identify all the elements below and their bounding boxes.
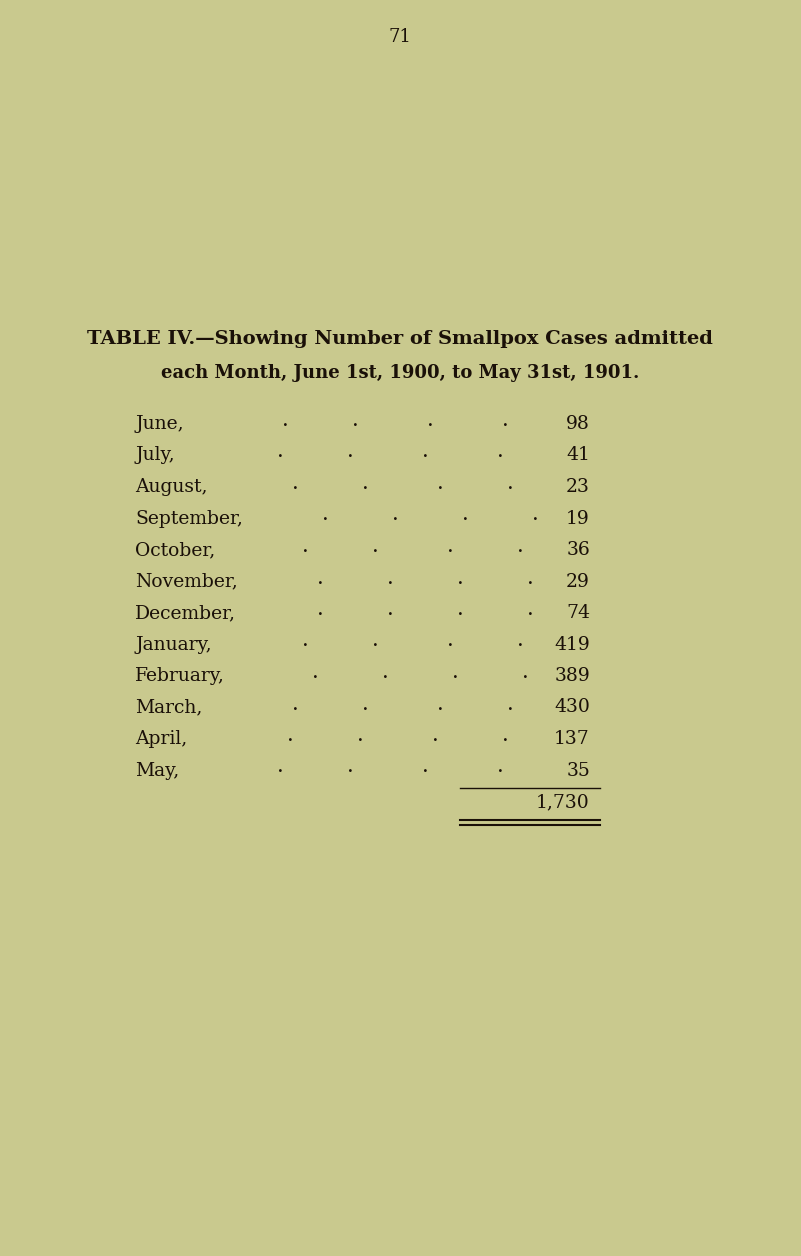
Text: ·: · [517,636,523,657]
Text: 35: 35 [566,761,590,780]
Text: ·: · [421,761,429,784]
Text: 98: 98 [566,414,590,433]
Text: 419: 419 [554,636,590,653]
Text: 19: 19 [566,510,590,528]
Text: ·: · [372,541,378,563]
Text: ·: · [432,730,438,752]
Text: ·: · [457,573,463,594]
Text: ·: · [356,730,364,752]
Text: ·: · [497,446,503,468]
Text: ·: · [347,446,353,468]
Text: ·: · [392,510,398,531]
Text: ·: · [437,479,444,500]
Text: 23: 23 [566,479,590,496]
Text: ·: · [447,636,453,657]
Text: January,: January, [135,636,211,653]
Text: ·: · [292,698,299,721]
Text: ·: · [497,761,503,784]
Text: April,: April, [135,730,187,749]
Text: ·: · [282,414,288,437]
Text: August,: August, [135,479,207,496]
Text: ·: · [526,573,533,594]
Text: June,: June, [135,414,183,433]
Text: ·: · [501,414,509,437]
Text: July,: July, [135,446,175,465]
Text: ·: · [452,667,458,690]
Text: ·: · [421,446,429,468]
Text: ·: · [276,446,284,468]
Text: ·: · [347,761,353,784]
Text: 430: 430 [554,698,590,716]
Text: ·: · [312,667,318,690]
Text: September,: September, [135,510,243,528]
Text: December,: December, [135,604,236,622]
Text: ·: · [437,698,444,721]
Text: ·: · [302,541,308,563]
Text: ·: · [361,479,368,500]
Text: November,: November, [135,573,238,590]
Text: ·: · [387,604,393,625]
Text: ·: · [532,510,538,531]
Text: each Month, June 1st, 1900, to May 31st, 1901.: each Month, June 1st, 1900, to May 31st,… [161,364,639,382]
Text: ·: · [526,604,533,625]
Text: 36: 36 [566,541,590,559]
Text: 1,730: 1,730 [536,794,590,811]
Text: 137: 137 [554,730,590,749]
Text: 41: 41 [566,446,590,465]
Text: ·: · [287,730,293,752]
Text: ·: · [457,604,463,625]
Text: ·: · [381,667,388,690]
Text: ·: · [302,636,308,657]
Text: 71: 71 [388,28,412,46]
Text: ·: · [276,761,284,784]
Text: March,: March, [135,698,203,716]
Text: ·: · [427,414,433,437]
Text: TABLE IV.—Showing Number of Smallpox Cases admitted: TABLE IV.—Showing Number of Smallpox Cas… [87,330,713,348]
Text: ·: · [447,541,453,563]
Text: ·: · [506,698,513,721]
Text: ·: · [361,698,368,721]
Text: ·: · [521,667,529,690]
Text: May,: May, [135,761,179,780]
Text: ·: · [292,479,299,500]
Text: ·: · [461,510,469,531]
Text: ·: · [517,541,523,563]
Text: ·: · [372,636,378,657]
Text: 29: 29 [566,573,590,590]
Text: 389: 389 [554,667,590,685]
Text: 74: 74 [566,604,590,622]
Text: ·: · [501,730,509,752]
Text: ·: · [352,414,358,437]
Text: ·: · [316,604,324,625]
Text: February,: February, [135,667,225,685]
Text: October,: October, [135,541,215,559]
Text: ·: · [387,573,393,594]
Text: ·: · [316,573,324,594]
Text: ·: · [506,479,513,500]
Text: ·: · [322,510,328,531]
